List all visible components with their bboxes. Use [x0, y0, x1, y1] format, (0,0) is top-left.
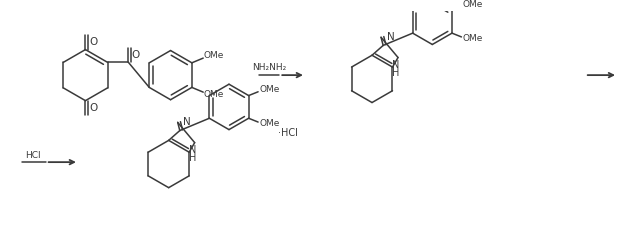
- Text: N: N: [387, 32, 394, 42]
- Text: O: O: [89, 103, 97, 113]
- Text: HCl: HCl: [26, 151, 41, 160]
- Text: NH₂NH₂: NH₂NH₂: [252, 63, 286, 72]
- Text: N: N: [392, 60, 400, 70]
- Text: OMe: OMe: [204, 90, 224, 99]
- Text: ·HCl: ·HCl: [278, 128, 298, 138]
- Text: OMe: OMe: [463, 0, 483, 9]
- Text: O: O: [132, 50, 140, 60]
- Text: N: N: [184, 117, 191, 127]
- Text: H: H: [392, 68, 400, 78]
- Text: OMe: OMe: [259, 86, 280, 94]
- Text: N: N: [189, 145, 196, 155]
- Text: OMe: OMe: [463, 34, 483, 43]
- Text: OMe: OMe: [204, 51, 224, 60]
- Text: OMe: OMe: [259, 119, 280, 128]
- Text: H: H: [189, 153, 196, 163]
- Text: O: O: [89, 38, 97, 47]
